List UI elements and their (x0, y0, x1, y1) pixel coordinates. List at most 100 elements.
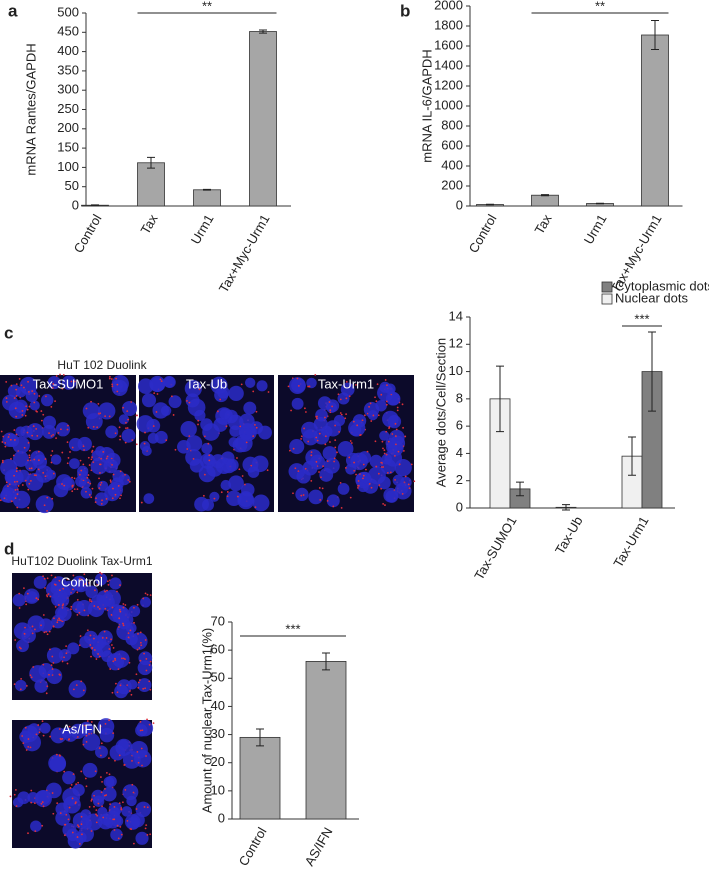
dot (413, 480, 416, 483)
dot (382, 466, 385, 468)
dot (118, 608, 121, 611)
dot (297, 470, 300, 473)
dot (138, 647, 141, 649)
dot (58, 673, 61, 676)
dot (22, 742, 25, 744)
dot (68, 738, 71, 740)
cell-nucleus (147, 432, 159, 444)
dot (349, 496, 352, 499)
dot (217, 410, 219, 413)
cell-nucleus (38, 663, 54, 678)
dot (100, 742, 103, 745)
y-tick-label: 0 (456, 499, 463, 514)
dot (394, 478, 396, 481)
cell-nucleus (15, 386, 27, 398)
dot (76, 598, 79, 601)
dot (266, 469, 269, 472)
dot (46, 577, 49, 580)
y-tick-label: 6 (456, 418, 463, 433)
cell-nucleus (29, 400, 40, 411)
dot (188, 401, 191, 404)
dot (38, 395, 41, 397)
dot (349, 440, 352, 442)
cell-nucleus (41, 393, 54, 407)
dot (42, 805, 45, 808)
cell-nucleus (337, 441, 354, 457)
dot (54, 400, 56, 403)
dot (135, 443, 138, 446)
dot (87, 426, 90, 429)
dot (88, 732, 90, 735)
dot (339, 398, 342, 401)
cell-nucleus (127, 679, 138, 690)
dot (128, 480, 131, 483)
cell-nucleus (337, 483, 350, 495)
dot (316, 417, 318, 420)
dot (114, 657, 116, 660)
dot (120, 494, 122, 497)
cell-nucleus (46, 647, 64, 664)
dot (70, 783, 73, 786)
dot (119, 435, 122, 438)
dot (133, 842, 135, 845)
dot (72, 588, 74, 591)
cell-nucleus (139, 441, 151, 452)
cell-nucleus (19, 730, 33, 744)
dot (245, 441, 248, 444)
error-bar (322, 652, 330, 671)
dot (43, 577, 46, 580)
dot (90, 799, 93, 802)
dot (296, 377, 299, 380)
dot (62, 587, 65, 590)
dot (13, 397, 16, 399)
dot (27, 488, 30, 491)
cell-nucleus (73, 577, 89, 593)
cell-nucleus (135, 801, 152, 818)
dot (30, 801, 33, 804)
dot (99, 472, 101, 474)
dot (25, 749, 28, 751)
dot (87, 474, 90, 476)
dot (36, 410, 38, 413)
dot (174, 448, 177, 451)
dot (61, 483, 63, 485)
cell-nucleus (209, 491, 220, 502)
y-axis-label: mRNA Rantes/GAPDH (23, 43, 38, 175)
dot (145, 669, 148, 672)
dot (86, 629, 89, 632)
cell-nucleus (80, 487, 93, 499)
dot (23, 587, 25, 590)
cell-nucleus (126, 817, 140, 830)
cell-nucleus (359, 471, 371, 484)
dot (294, 467, 297, 470)
cell-nucleus (49, 755, 67, 773)
dot (28, 467, 31, 470)
dot (46, 633, 49, 636)
dot (73, 477, 76, 480)
dot (78, 843, 81, 845)
dot (384, 504, 386, 506)
dot (410, 463, 413, 466)
significance-label: *** (634, 311, 649, 326)
dot (32, 425, 35, 428)
dot (23, 386, 25, 389)
cell-nucleus (21, 628, 36, 643)
y-tick-label: 150 (57, 140, 79, 155)
dot (378, 484, 381, 487)
cell-nucleus (369, 454, 383, 468)
cell-nucleus (76, 600, 93, 617)
dot (10, 457, 12, 460)
dot (135, 808, 138, 810)
dot (54, 584, 57, 586)
dot (95, 497, 97, 500)
dot (62, 603, 65, 606)
dot (104, 607, 107, 610)
error-bar (541, 194, 549, 197)
cell-nucleus (152, 402, 169, 419)
dot (93, 649, 96, 651)
dot (139, 641, 142, 644)
dot (51, 668, 54, 670)
dot (44, 587, 46, 589)
dot (152, 425, 155, 427)
cell-nucleus (387, 392, 401, 406)
